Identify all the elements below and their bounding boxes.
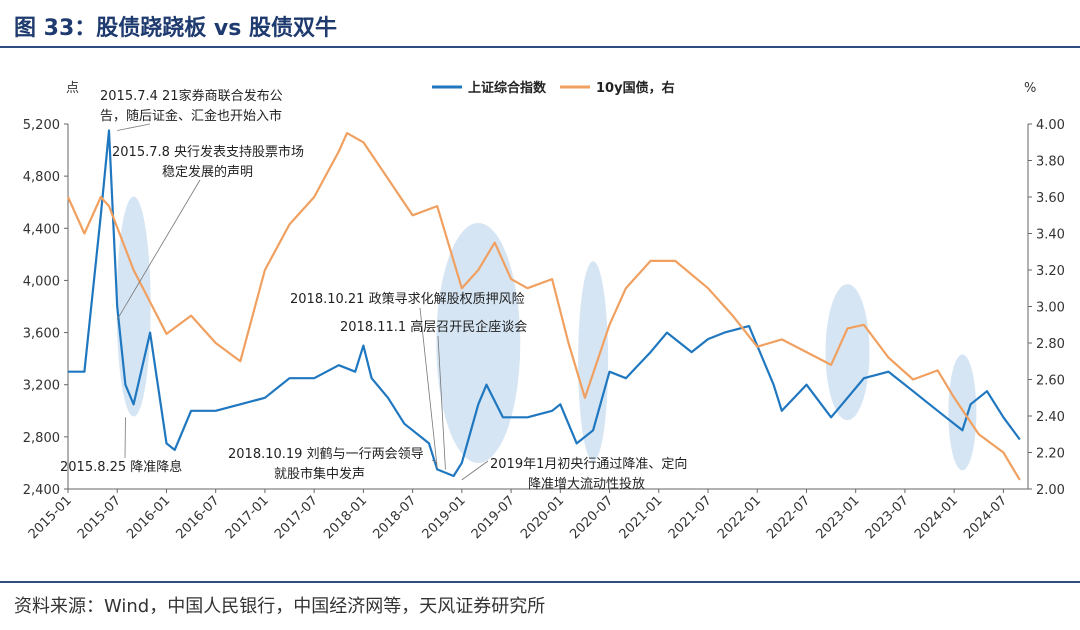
left-tick-label: 4,400 xyxy=(23,222,60,237)
annotation-leader-6 xyxy=(461,460,489,481)
x-tick-label: 2022-07 xyxy=(764,493,813,542)
x-tick-label: 2015-01 xyxy=(26,493,75,542)
title-rule xyxy=(0,46,1080,48)
annotation-leader-4 xyxy=(437,335,446,470)
x-tick-label: 2018-01 xyxy=(321,493,370,542)
highlight-group xyxy=(116,196,977,471)
right-tick-label: 4.00 xyxy=(1036,118,1065,133)
annotation-leader-5 xyxy=(431,459,438,464)
annotation-leader-1 xyxy=(116,179,201,320)
series-group xyxy=(66,129,1021,481)
annotation-4: 2015.8.25 降准降息 xyxy=(60,459,182,475)
left-unit-label: 点 xyxy=(66,81,79,96)
x-tick-label: 2023-07 xyxy=(863,493,912,542)
annotation-3: 稳定发展的声明 xyxy=(162,164,253,180)
annotation-10: 降准增大流动性投放 xyxy=(528,476,645,492)
annotation-8: 就股市集中发声 xyxy=(274,466,365,482)
annotation-7: 2018.10.19 刘鹤与一行两会领导 xyxy=(228,446,424,462)
annotation-leader-group xyxy=(116,123,489,481)
highlight-ellipse-3 xyxy=(825,284,870,421)
highlight-ellipse-4 xyxy=(948,354,977,471)
annotation-1: 告，随后证金、汇金也开始入市 xyxy=(100,108,282,124)
right-tick-label: 2.60 xyxy=(1036,374,1065,389)
right-tick-label: 2.20 xyxy=(1036,447,1065,462)
source-rule xyxy=(0,581,1080,583)
legend: 上证综合指数 10y国债，右 xyxy=(432,80,675,96)
x-tick-label: 2023-01 xyxy=(813,493,862,542)
right-tick-label: 2.80 xyxy=(1036,337,1065,352)
annotation-leader-3 xyxy=(419,307,438,469)
right-tick-label: 3.40 xyxy=(1036,228,1065,243)
left-tick-label: 2,400 xyxy=(23,483,60,498)
left-tick-label: 4,000 xyxy=(23,274,60,289)
highlight-ellipse-2 xyxy=(578,261,609,462)
x-tick-label: 2019-07 xyxy=(469,493,518,542)
highlight-ellipse-1 xyxy=(436,223,521,463)
x-tick-label: 2019-01 xyxy=(420,493,469,542)
source-note: 资料来源：Wind，中国人民银行，中国经济网等，天风证券研究所 xyxy=(14,596,546,617)
x-tick-label: 2021-01 xyxy=(617,493,666,542)
left-tick-label: 5,200 xyxy=(23,118,60,133)
annotation-5: 2018.10.21 政策寻求化解股权质押风险 xyxy=(290,291,525,307)
x-tick-group: 2015-01 2015-07 2016-01 2016-07 2017-01 2017-… xyxy=(26,489,1010,542)
left-tick-group: 5,200 4,800 4,400 4,000 3,600 3,200 2,800 2,400 xyxy=(23,118,68,498)
x-tick-label: 2016-07 xyxy=(173,493,222,542)
x-tick-label: 2024-01 xyxy=(912,493,961,542)
x-tick-label: 2024-07 xyxy=(961,493,1010,542)
annotation-group: 2015.7.4 21家券商联合发布公 告，随后证金、汇金也开始入市 2015.… xyxy=(60,88,687,492)
left-tick-label: 4,800 xyxy=(23,170,60,185)
right-tick-label: 3.00 xyxy=(1036,301,1065,316)
legend-label-index: 上证综合指数 xyxy=(468,80,547,96)
x-tick-label: 2017-01 xyxy=(223,493,272,542)
annotation-0: 2015.7.4 21家券商联合发布公 xyxy=(100,88,283,104)
left-tick-label: 3,600 xyxy=(23,327,60,342)
x-tick-label: 2022-01 xyxy=(715,493,764,542)
chart-area: 5,200 4,800 4,400 4,000 3,600 3,200 2,800 2,400… xyxy=(23,80,1065,542)
left-tick-label: 3,200 xyxy=(23,379,60,394)
page-title: 图 33：股债跷跷板 vs 股债双牛 xyxy=(14,16,338,41)
right-tick-label: 3.60 xyxy=(1036,191,1065,206)
x-tick-label: 2020-01 xyxy=(518,493,567,542)
x-tick-label: 2015-07 xyxy=(75,493,124,542)
annotation-9: 2019年1月初央行通过降准、定向 xyxy=(490,456,687,472)
x-tick-label: 2021-07 xyxy=(666,493,715,542)
right-tick-label: 2.40 xyxy=(1036,410,1065,425)
x-tick-label: 2020-07 xyxy=(567,493,616,542)
series-line-index xyxy=(68,129,1021,478)
annotation-2: 2015.7.8 央行发表支持股票市场 xyxy=(112,144,304,160)
right-tick-label: 3.80 xyxy=(1036,155,1065,170)
highlight-ellipse-0 xyxy=(116,196,151,417)
right-tick-group: 4.00 3.80 3.60 3.40 3.20 3.00 2.80 2.60 2.40 2.20… xyxy=(1028,118,1065,498)
x-tick-label: 2016-01 xyxy=(124,493,173,542)
annotation-leader-0 xyxy=(117,123,151,131)
legend-label-bond: 10y国债，右 xyxy=(596,80,675,96)
right-tick-label: 2.00 xyxy=(1036,483,1065,498)
series-line-bond xyxy=(66,131,1021,481)
x-tick-label: 2018-07 xyxy=(370,493,419,542)
left-tick-label: 2,800 xyxy=(23,431,60,446)
x-tick-label: 2017-07 xyxy=(272,493,321,542)
annotation-6: 2018.11.1 高层召开民企座谈会 xyxy=(340,319,527,335)
right-tick-label: 3.20 xyxy=(1036,264,1065,279)
right-unit-label: % xyxy=(1024,81,1036,96)
